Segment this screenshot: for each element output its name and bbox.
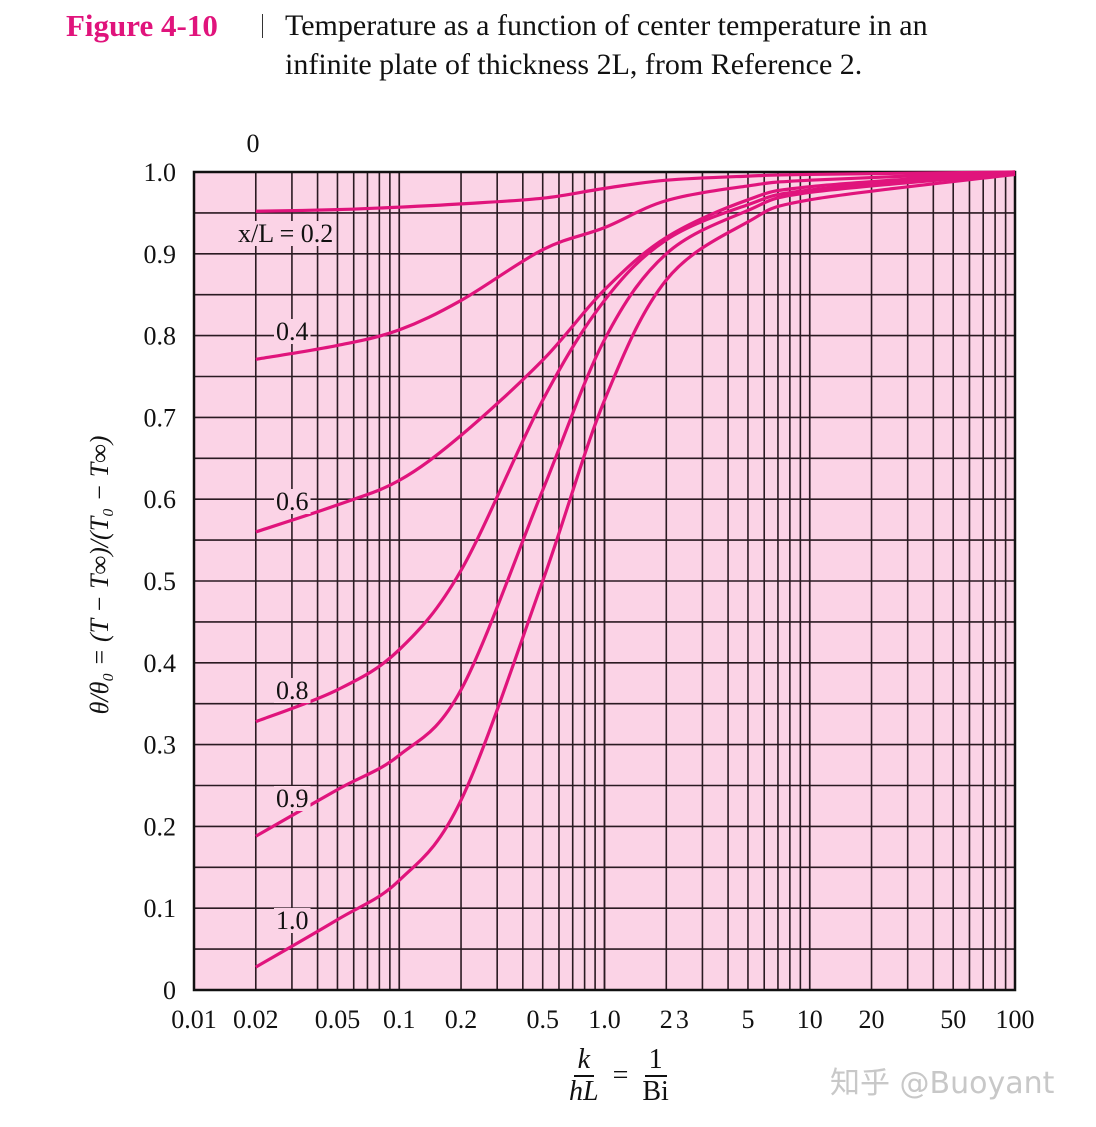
x-label-fraction-right: 1 Bi — [638, 1045, 672, 1107]
x-tick-label: 0.05 — [315, 1005, 361, 1034]
x-tick-label: 1.0 — [588, 1005, 621, 1034]
y-tick-label: 0.2 — [144, 812, 177, 841]
series-label-bg — [236, 221, 336, 246]
caption-line-2: infinite plate of thickness 2L, from Ref… — [285, 48, 863, 81]
y-tick-label: 0 — [163, 976, 176, 1005]
figure-number: Figure 4-10 — [66, 8, 218, 43]
x-tick-label: 100 — [996, 1005, 1035, 1034]
x-label-fraction-left: k hL — [565, 1045, 603, 1107]
series-label: 0.9 — [276, 784, 309, 813]
x-axis-label: k hL = 1 Bi — [565, 1045, 673, 1107]
series-label: x/L = 0.2 — [238, 219, 333, 248]
x-label-equals: = — [612, 1060, 629, 1091]
x-tick-label: 10 — [797, 1005, 823, 1034]
x-label-numerator: k — [573, 1045, 594, 1077]
series-label-bg — [274, 908, 311, 933]
series-label: 0.6 — [276, 487, 309, 516]
y-tick-label: 0.6 — [144, 485, 177, 514]
y-tick-label: 0.9 — [144, 240, 177, 269]
x-label-denominator: hL — [569, 1076, 599, 1107]
series-line — [254, 172, 1016, 969]
y-tick-label: 0.8 — [144, 322, 177, 351]
x-tick-label: 20 — [859, 1005, 885, 1034]
x-tick-label: 3 — [676, 1005, 689, 1034]
caption-separator — [262, 14, 263, 38]
x-label-rhs-denominator: Bi — [642, 1076, 669, 1107]
series-line — [255, 170, 1016, 534]
x-tick-label: 5 — [741, 1005, 754, 1034]
series-label-bg — [274, 678, 311, 703]
x-tick-label: 50 — [940, 1005, 966, 1034]
top-label: 0 — [247, 129, 260, 158]
x-label-rhs-numerator: 1 — [644, 1045, 667, 1077]
x-tick-label: 2 — [660, 1005, 673, 1034]
series-label-bg — [274, 786, 311, 811]
x-tick-label: 0.1 — [383, 1005, 416, 1034]
x-tick-label: 0.02 — [233, 1005, 279, 1034]
caption-line-1: Temperature as a function of center temp… — [285, 9, 928, 42]
y-tick-label: 0.7 — [144, 403, 177, 432]
series-line — [255, 170, 1016, 213]
y-tick-label: 0.4 — [144, 649, 177, 678]
y-tick-label: 0.3 — [144, 731, 177, 760]
y-tick-label: 0.5 — [144, 567, 177, 596]
x-tick-label: 0.01 — [171, 1005, 217, 1034]
watermark: 知乎 @Buoyant — [830, 1066, 1055, 1101]
series-label-bg — [274, 489, 311, 514]
series-line — [255, 170, 1016, 361]
plot-frame — [192, 170, 1017, 992]
series-label: 0.8 — [276, 676, 309, 705]
series-label-bg — [274, 319, 311, 344]
series-line — [254, 172, 1016, 838]
series-line — [255, 170, 1016, 724]
y-axis-label: θ/θ₀ = (T − T∞)/(T₀ − T∞) — [85, 435, 114, 715]
series-label: 1.0 — [276, 906, 309, 935]
x-tick-label: 0.2 — [445, 1005, 478, 1034]
y-tick-label: 0.1 — [144, 894, 177, 923]
series-label: 0.4 — [276, 317, 309, 346]
x-tick-label: 0.5 — [526, 1005, 559, 1034]
y-tick-label: 1.0 — [144, 158, 177, 187]
